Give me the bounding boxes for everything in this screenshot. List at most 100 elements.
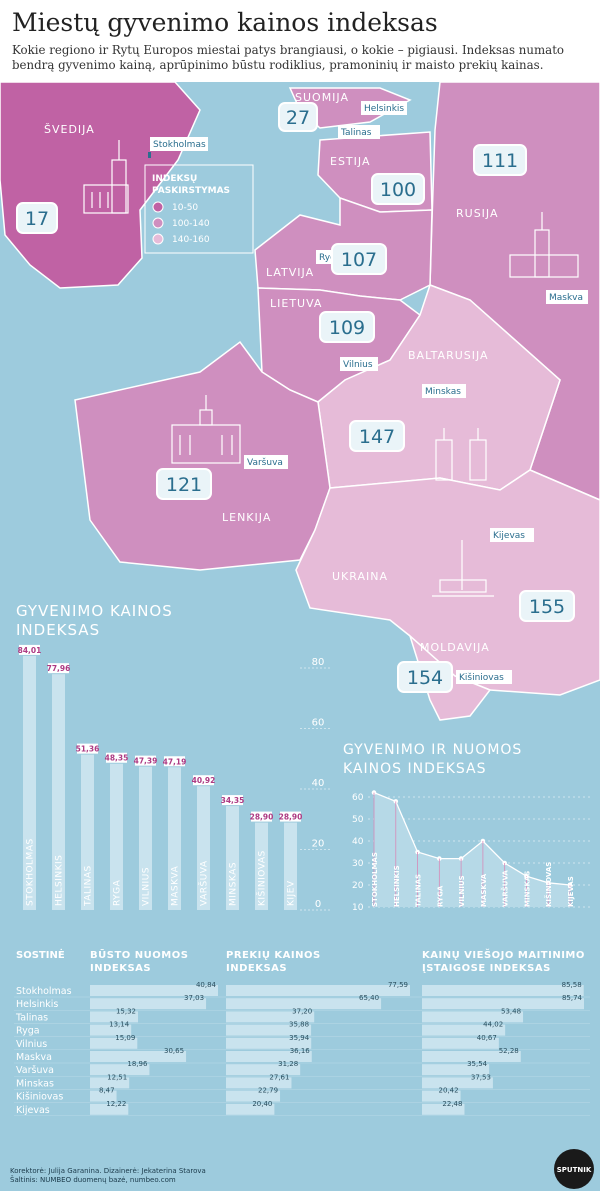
legend-title-line1: INDEKSŲ [152, 174, 197, 184]
credits: Korektorė: Julija Garanina. Dizainerė: J… [10, 1167, 206, 1185]
city-tag-minsk: Minskas [422, 384, 466, 398]
table-bar-catering [422, 1051, 521, 1062]
area-y-tick: 50 [352, 815, 364, 825]
svg-text:40,92: 40,92 [192, 776, 216, 785]
svg-text:28,90: 28,90 [279, 813, 303, 822]
bar-value-label: 40,92 [192, 775, 216, 786]
legend-label: 100-140 [172, 219, 210, 229]
bar [23, 655, 36, 910]
table-bar-goods [226, 1051, 312, 1062]
bar-value-label: 47,19 [163, 756, 187, 767]
svg-text:Kišiniovas: Kišiniovas [459, 672, 504, 683]
bar-category-label: KIJEV [287, 880, 297, 906]
svg-text:47,19: 47,19 [163, 757, 187, 766]
table-value-catering: 52,28 [499, 1047, 519, 1055]
table-value-housing: 15,32 [116, 1007, 136, 1015]
table-value-housing: 30,65 [164, 1047, 184, 1055]
svg-text:Helsinkis: Helsinkis [364, 104, 404, 114]
table-value-housing: 12,51 [107, 1073, 127, 1081]
rank-badge-russia: 111 [473, 144, 527, 176]
svg-text:Talinas: Talinas [340, 128, 372, 138]
svg-text:27: 27 [286, 107, 310, 129]
legend-swatch [152, 233, 164, 245]
sputnik-logo: SPUTNIK [554, 1149, 594, 1189]
table-bar-goods [226, 1090, 281, 1102]
country-latvia: LATVIJA [266, 266, 314, 279]
stockholm-cityhall-icon [83, 140, 129, 214]
svg-text:77,96: 77,96 [47, 664, 71, 673]
table-value-goods: 27,61 [269, 1073, 289, 1081]
bar-y-tick: 0 [315, 899, 321, 910]
table-bar-goods [226, 1037, 312, 1049]
bar-value-label: 28,90 [279, 811, 303, 822]
area-chart: 10 20 30 40 50 60 STOKHOLMAS HELSINKIS TALINAS RY… [352, 790, 590, 913]
warsaw-palace-icon [171, 395, 241, 464]
table-bar-goods [226, 998, 382, 1010]
table-bar-catering [422, 1037, 499, 1049]
table-header-catering-line2: ĮSTAIGOSE INDEKSAS [422, 963, 551, 974]
table-bar-housing [90, 1090, 117, 1102]
city-tag-tallinn: Talinas [338, 125, 380, 139]
svg-text:109: 109 [329, 317, 365, 339]
table-value-housing: 18,96 [127, 1060, 148, 1068]
table-value-catering: 35,54 [467, 1060, 488, 1068]
table-bar-housing [90, 1077, 130, 1089]
legend-label: 10-50 [172, 203, 198, 213]
rank-badge-sweden: 17 [16, 202, 58, 234]
area-y-tick: 20 [352, 881, 364, 891]
bar-category-label: VILNIUS [142, 867, 152, 906]
svg-text:SPUTNIK: SPUTNIK [557, 1166, 592, 1174]
table-value-goods: 37,20 [292, 1007, 312, 1015]
bar-value-label: 77,96 [47, 663, 71, 674]
city-tag-moscow: Maskva [546, 290, 588, 304]
table-value-housing: 40,84 [196, 981, 217, 989]
svg-text:147: 147 [359, 426, 395, 448]
bar-value-label: 48,35 [105, 752, 128, 763]
table-bar-catering [422, 985, 584, 996]
country-poland: LENKIJA [222, 511, 271, 524]
bar-y-tick: 40 [312, 778, 325, 789]
table-value-catering: 22,48 [442, 1100, 462, 1108]
bar-category-label: MASKVA [171, 865, 181, 906]
bar-value-label: 28,90 [250, 811, 273, 822]
table-value-housing: 15,09 [115, 1034, 135, 1042]
bar-value-label: 34,35 [221, 795, 244, 806]
table-city: Kijevas [16, 1105, 50, 1116]
table-bar-housing [90, 985, 218, 996]
table-value-catering: 37,53 [471, 1073, 491, 1081]
table-bar-catering [422, 1090, 461, 1102]
table-value-goods: 31,28 [278, 1060, 298, 1068]
bar-value-label: 47,39 [134, 755, 158, 766]
area-line [373, 791, 571, 886]
bar-category-label: MINSKAS [229, 862, 239, 906]
area-category-label: STOKHOLMAS [371, 852, 379, 907]
rank-badge-poland: 121 [156, 468, 212, 500]
table-value-catering: 40,67 [477, 1034, 497, 1042]
kyiv-monument-icon [432, 540, 494, 597]
chart1-title-line2: INDEKSAS [16, 621, 100, 639]
minsk-towers-icon [435, 428, 487, 481]
table-value-catering: 85,74 [562, 994, 583, 1002]
credit-line-2: Šaltinis: NUMBEO duomenų bazė, numbeo.co… [10, 1176, 176, 1184]
svg-text:155: 155 [529, 596, 565, 618]
svg-text:Kijevas: Kijevas [493, 531, 525, 541]
svg-text:51,36: 51,36 [76, 745, 100, 754]
city-tag-warsaw: Varšuva [244, 455, 288, 469]
city-tag-kyiv: Kijevas [490, 528, 534, 542]
bar-y-tick: 80 [312, 657, 325, 668]
table-header-city: SOSTINĖ [16, 947, 65, 961]
area-category-label: VILNIUS [458, 875, 466, 907]
table-city: Varšuva [16, 1065, 54, 1076]
svg-text:Maskva: Maskva [549, 293, 583, 303]
city-tag-helsinki: Helsinkis [361, 101, 407, 115]
map [0, 81, 600, 721]
bar [168, 767, 181, 910]
table-city: Maskva [16, 1052, 52, 1063]
table-header-goods-line2: INDEKSAS [226, 963, 287, 974]
svg-text:47,39: 47,39 [134, 757, 158, 766]
chart1-title-line1: GYVENIMO KAINOS [16, 602, 173, 620]
bar-category-label: STOKHOLMAS [26, 838, 36, 906]
credit-line-1: Korektorė: Julija Garanina. Dizainerė: J… [10, 1167, 206, 1175]
bar-category-label: HELSINKIS [55, 855, 65, 906]
